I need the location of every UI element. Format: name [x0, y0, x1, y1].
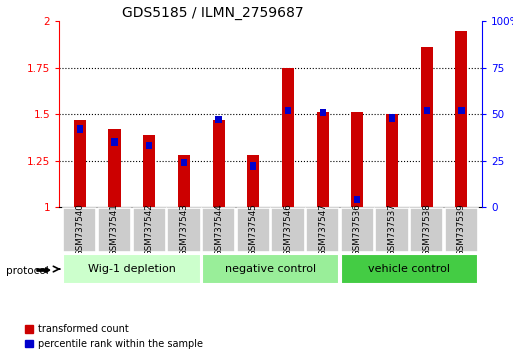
Text: GSM737543: GSM737543 — [180, 204, 188, 257]
Bar — [146, 142, 152, 149]
Bar — [181, 159, 187, 166]
Bar — [354, 196, 361, 203]
FancyBboxPatch shape — [376, 208, 409, 252]
FancyBboxPatch shape — [63, 254, 201, 284]
Text: protocol: protocol — [6, 266, 49, 276]
Text: GSM737538: GSM737538 — [422, 204, 431, 257]
Bar — [351, 112, 363, 207]
Bar — [250, 162, 256, 170]
Bar — [424, 107, 430, 114]
Text: GDS5185 / ILMN_2759687: GDS5185 / ILMN_2759687 — [123, 6, 304, 20]
Text: GSM737536: GSM737536 — [353, 204, 362, 257]
Text: GSM737540: GSM737540 — [75, 204, 84, 257]
FancyBboxPatch shape — [167, 208, 201, 252]
Text: vehicle control: vehicle control — [368, 264, 450, 274]
FancyBboxPatch shape — [341, 208, 374, 252]
Bar — [212, 120, 225, 207]
FancyBboxPatch shape — [306, 208, 339, 252]
Bar — [143, 135, 155, 207]
FancyBboxPatch shape — [445, 208, 478, 252]
Bar — [320, 109, 326, 116]
Bar — [386, 114, 398, 207]
Bar — [108, 129, 121, 207]
Bar — [421, 47, 433, 207]
Legend: transformed count, percentile rank within the sample: transformed count, percentile rank withi… — [25, 324, 203, 349]
Bar — [74, 120, 86, 207]
FancyBboxPatch shape — [202, 208, 235, 252]
Text: negative control: negative control — [225, 264, 316, 274]
FancyBboxPatch shape — [410, 208, 443, 252]
Bar — [458, 107, 465, 114]
Text: GSM737546: GSM737546 — [284, 204, 292, 257]
FancyBboxPatch shape — [63, 208, 96, 252]
Text: GSM737547: GSM737547 — [318, 204, 327, 257]
Text: GSM737542: GSM737542 — [145, 204, 154, 257]
Text: Wig-1 depletion: Wig-1 depletion — [88, 264, 176, 274]
Text: GSM737537: GSM737537 — [387, 204, 397, 257]
Bar — [285, 107, 291, 114]
Bar — [456, 30, 467, 207]
Bar — [282, 68, 294, 207]
Bar — [178, 155, 190, 207]
Bar — [111, 138, 117, 146]
Bar — [389, 114, 395, 122]
Text: GSM737545: GSM737545 — [249, 204, 258, 257]
Text: GSM737544: GSM737544 — [214, 204, 223, 257]
Bar — [215, 116, 222, 124]
FancyBboxPatch shape — [202, 254, 339, 284]
Bar — [247, 155, 260, 207]
Bar — [76, 125, 83, 133]
FancyBboxPatch shape — [341, 254, 478, 284]
Text: GSM737539: GSM737539 — [457, 204, 466, 256]
FancyBboxPatch shape — [271, 208, 305, 252]
FancyBboxPatch shape — [98, 208, 131, 252]
Bar — [317, 112, 329, 207]
FancyBboxPatch shape — [236, 208, 270, 252]
Text: GSM737541: GSM737541 — [110, 204, 119, 257]
FancyBboxPatch shape — [132, 208, 166, 252]
